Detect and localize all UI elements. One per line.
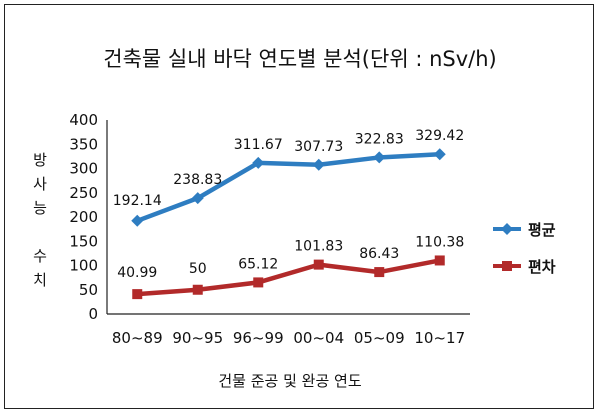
legend-label: 평균: [528, 221, 556, 239]
data-label: 110.38: [415, 234, 464, 250]
legend-marker: [501, 223, 513, 235]
y-tick-label: 250: [69, 184, 98, 202]
y-tick-label: 400: [69, 111, 98, 129]
data-point-marker: [131, 214, 144, 227]
data-label: 307.73: [294, 139, 343, 155]
series-line: [135, 151, 442, 224]
data-labels: 192.14 238.83 311.67 307.73 322.83 329.42 40.9…: [113, 128, 465, 281]
x-tick-label: 96~99: [233, 329, 284, 347]
data-point-marker: [433, 148, 446, 161]
y-tick-label: 300: [69, 160, 98, 178]
data-point-marker: [313, 259, 324, 270]
data-point-marker: [253, 277, 264, 288]
y-ticks: 0 50 100 150 200 250 300 350 400: [69, 111, 98, 323]
data-point-marker: [374, 267, 385, 278]
data-point-marker: [434, 255, 445, 266]
data-point-marker: [191, 192, 204, 205]
y-tick-label: 200: [69, 208, 98, 226]
data-point-marker: [312, 158, 325, 171]
x-ticks: 80~89 90~95 96~99 00~04 05~09 10~17: [112, 329, 465, 347]
y-axis-label-char: 능: [33, 199, 47, 217]
data-label: 101.83: [294, 239, 343, 255]
legend-marker: [502, 261, 512, 271]
data-label: 86.43: [359, 246, 399, 262]
y-tick-label: 50: [79, 281, 98, 299]
series-layer: [131, 148, 446, 300]
x-tick-label: 00~04: [293, 329, 344, 347]
x-tick-label: 90~95: [172, 329, 223, 347]
y-tick-label: 0: [88, 305, 98, 323]
x-tick-label: 05~09: [354, 329, 405, 347]
y-tick-label: 100: [69, 257, 98, 275]
data-point-marker: [373, 151, 386, 164]
data-label: 192.14: [113, 193, 162, 209]
chart-frame: [4, 4, 594, 409]
data-label: 65.12: [238, 256, 278, 272]
x-tick-label: 80~89: [112, 329, 163, 347]
data-label: 311.67: [234, 137, 283, 153]
data-point-marker: [192, 284, 203, 295]
y-tick-label: 350: [69, 135, 98, 153]
data-label: 40.99: [117, 265, 157, 281]
y-axis-label-char: 수: [33, 247, 47, 265]
data-label: 238.83: [173, 172, 222, 188]
y-axis-label-char: 사: [33, 175, 47, 193]
y-tick-label: 150: [69, 232, 98, 250]
chart-title: 건축물 실내 바닥 연도별 분석(단위 : nSv/h): [103, 47, 496, 71]
x-axis-label: 건물 준공 및 완공 연도: [218, 372, 361, 390]
data-label: 329.42: [415, 128, 464, 144]
data-label: 322.83: [355, 131, 404, 147]
y-axis-label-char: 방: [33, 151, 47, 169]
data-label: 50: [189, 261, 207, 277]
data-point-marker: [132, 289, 143, 300]
y-axis-label-char: 치: [33, 271, 47, 289]
data-point-marker: [252, 156, 265, 169]
x-tick-label: 10~17: [414, 329, 465, 347]
legend-label: 편차: [528, 258, 556, 276]
series-line: [135, 258, 442, 297]
